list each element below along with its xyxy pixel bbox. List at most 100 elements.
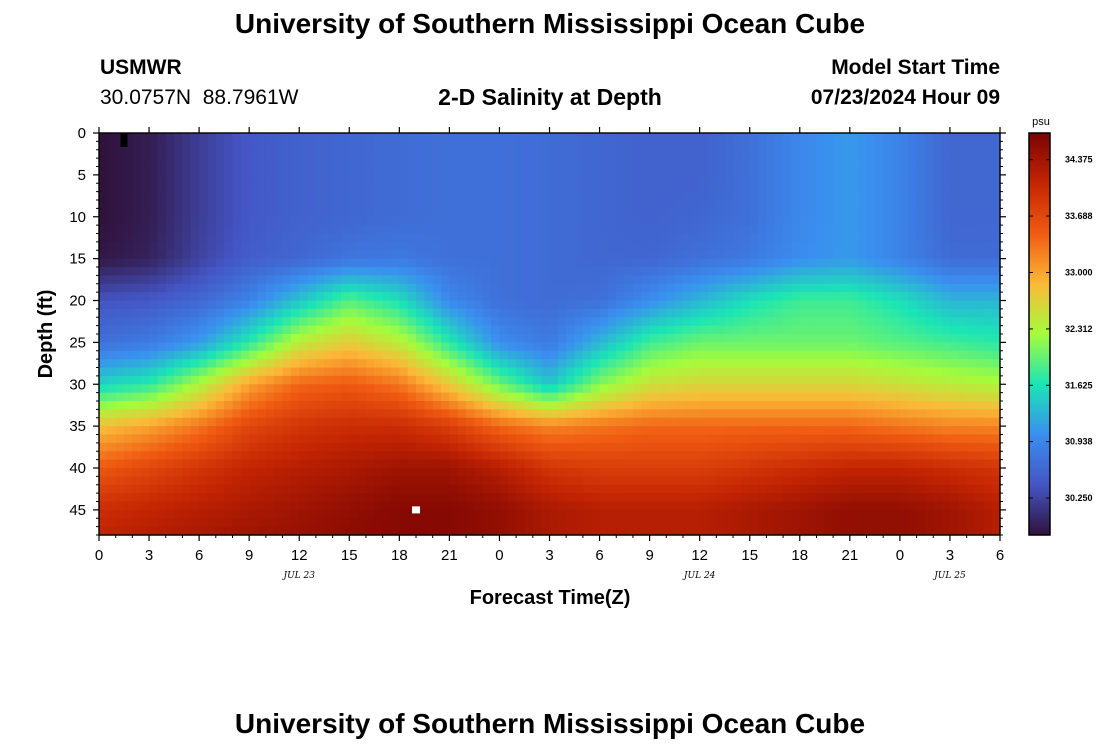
heatmap-cell <box>374 258 384 268</box>
heatmap-cell <box>607 149 617 159</box>
heatmap-cell <box>174 166 184 176</box>
heatmap-cell <box>566 258 576 268</box>
heatmap-cell <box>282 342 292 352</box>
heatmap-cell <box>224 350 234 360</box>
heatmap-cell <box>240 191 250 201</box>
heatmap-cell <box>474 392 484 402</box>
heatmap-cell <box>607 308 617 318</box>
heatmap-cell <box>165 166 175 176</box>
heatmap-cell <box>340 501 350 511</box>
heatmap-cell <box>749 275 759 285</box>
heatmap-cell <box>949 434 959 444</box>
heatmap-cell <box>474 459 484 469</box>
heatmap-cell <box>574 233 584 243</box>
heatmap-cell <box>457 342 467 352</box>
heatmap-cell <box>240 392 250 402</box>
heatmap-cell <box>816 509 826 519</box>
heatmap-cell <box>974 225 984 235</box>
heatmap-cell <box>599 434 609 444</box>
heatmap-cell <box>390 267 400 276</box>
heatmap-cell <box>924 174 934 184</box>
heatmap-cell <box>766 250 776 260</box>
heatmap-cell <box>299 158 309 168</box>
heatmap-cell <box>257 426 267 436</box>
heatmap-cell <box>624 350 634 360</box>
heatmap-cell <box>616 317 626 327</box>
heatmap-cell <box>808 426 818 436</box>
heatmap-cell <box>357 208 367 218</box>
heatmap-cell <box>799 409 809 419</box>
heatmap-cell <box>891 283 901 293</box>
heatmap-cell <box>432 241 442 251</box>
heatmap-cell <box>808 375 818 385</box>
heatmap-cell <box>641 392 651 402</box>
heatmap-cell <box>282 292 292 302</box>
heatmap-cell <box>274 334 284 343</box>
heatmap-cell <box>641 241 651 251</box>
heatmap-cell <box>499 225 509 235</box>
heatmap-cell <box>833 233 843 243</box>
heatmap-cell <box>190 174 200 184</box>
heatmap-cell <box>741 359 751 369</box>
heatmap-cell <box>666 308 676 318</box>
heatmap-cell <box>499 334 509 343</box>
heatmap-cell <box>499 384 509 394</box>
heatmap-cell <box>974 292 984 302</box>
heatmap-cell <box>924 300 934 310</box>
heatmap-cell <box>758 174 767 184</box>
heatmap-cell <box>649 225 659 235</box>
heatmap-cell <box>407 325 417 335</box>
heatmap-cell <box>224 174 234 184</box>
heatmap-cell <box>599 384 609 394</box>
heatmap-cell <box>124 191 133 201</box>
heatmap-cell <box>99 334 108 343</box>
heatmap-cell <box>107 308 117 318</box>
heatmap-cell <box>474 334 484 343</box>
heatmap-cell <box>399 468 409 477</box>
heatmap-cell <box>791 258 801 268</box>
heatmap-cell <box>866 300 876 310</box>
heatmap-cell <box>332 216 342 226</box>
heatmap-cell <box>282 459 292 469</box>
heatmap-cell <box>532 225 542 235</box>
heatmap-cell <box>107 158 117 168</box>
heatmap-cell <box>349 241 359 251</box>
heatmap-cell <box>482 434 492 444</box>
heatmap-cell <box>382 283 392 293</box>
heatmap-cell <box>532 434 542 444</box>
heatmap-cell <box>449 409 459 419</box>
heatmap-cell <box>257 476 267 486</box>
heatmap-cell <box>124 233 133 243</box>
heatmap-cell <box>733 250 742 260</box>
heatmap-cell <box>557 183 567 193</box>
heatmap-cell <box>290 283 300 293</box>
heatmap-cell <box>340 484 350 494</box>
heatmap-cell <box>699 158 709 168</box>
heatmap-cell <box>716 317 726 327</box>
heatmap-cell <box>632 317 642 327</box>
heatmap-cell <box>307 484 317 494</box>
heatmap-cell <box>874 275 884 285</box>
heatmap-cell <box>724 409 734 419</box>
heatmap-cell <box>232 417 242 427</box>
heatmap-cell <box>240 250 250 260</box>
heatmap-cell <box>340 166 350 176</box>
heatmap-cell <box>232 166 242 176</box>
heatmap-cell <box>299 183 309 193</box>
heatmap-cell <box>708 166 717 176</box>
heatmap-cell <box>265 509 275 519</box>
heatmap-cell <box>457 325 467 335</box>
heatmap-cell <box>716 166 726 176</box>
heatmap-cell <box>991 401 1001 410</box>
heatmap-cell <box>899 384 909 394</box>
heatmap-cell <box>516 258 526 268</box>
heatmap-cell <box>916 149 926 159</box>
heatmap-cell <box>541 476 551 486</box>
heatmap-cell <box>908 208 918 218</box>
heatmap-cell <box>182 451 192 461</box>
heatmap-cell <box>849 250 859 260</box>
heatmap-cell <box>199 392 209 402</box>
heatmap-cell <box>157 292 167 302</box>
heatmap-cell <box>724 241 734 251</box>
heatmap-cell <box>657 451 667 461</box>
